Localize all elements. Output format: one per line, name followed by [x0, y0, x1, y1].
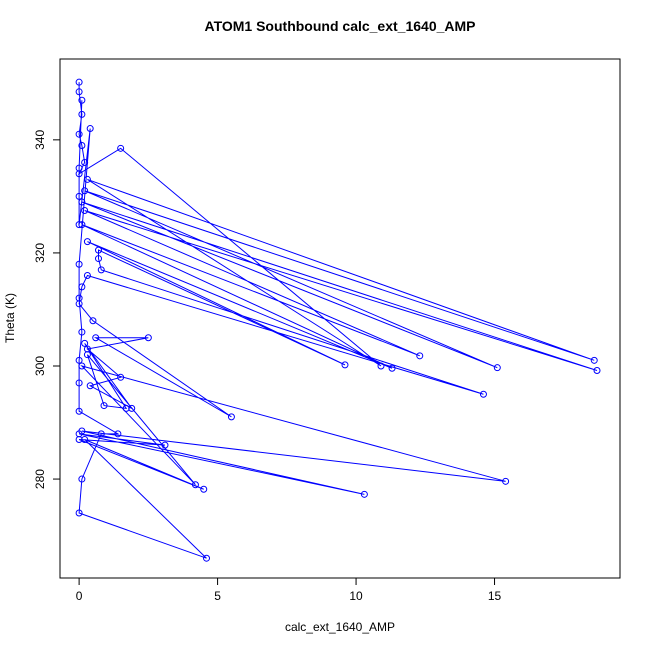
data-point	[92, 334, 100, 342]
data-point	[83, 238, 91, 246]
data-point	[227, 413, 235, 421]
data-point	[493, 364, 501, 372]
data-point	[81, 339, 89, 347]
data-point	[75, 260, 83, 268]
y-tick-label: 300	[33, 356, 47, 376]
data-point	[83, 175, 91, 183]
data-point	[100, 402, 108, 410]
data-point	[78, 283, 86, 291]
y-tick-label: 320	[33, 243, 47, 263]
data-point	[78, 362, 86, 370]
data-point	[144, 334, 152, 342]
data-point	[78, 475, 86, 483]
data-point	[81, 435, 89, 443]
data-point	[593, 367, 601, 375]
data-point	[75, 192, 83, 200]
data-point	[75, 294, 83, 302]
x-tick-label: 15	[488, 589, 502, 603]
x-tick-label: 0	[76, 589, 83, 603]
chart-title: ATOM1 Southbound calc_ext_1640_AMP	[205, 18, 476, 34]
data-point	[416, 352, 424, 360]
plot-frame	[59, 58, 621, 579]
data-point	[78, 198, 86, 206]
data-point	[388, 364, 396, 372]
y-tick-label: 280	[33, 469, 47, 489]
data-point	[191, 481, 199, 489]
data-point	[75, 221, 83, 229]
data-point	[83, 272, 91, 280]
data-point	[94, 255, 102, 263]
data-point	[114, 430, 122, 438]
data-point	[78, 221, 86, 229]
data-point	[81, 187, 89, 195]
data-point	[75, 88, 83, 96]
data-point	[89, 317, 97, 325]
data-point	[75, 78, 83, 86]
data-point	[75, 407, 83, 415]
data-point	[479, 390, 487, 398]
data-point	[200, 485, 208, 493]
data-point	[203, 554, 211, 562]
data-point	[75, 164, 83, 172]
x-tick-label: 10	[349, 589, 363, 603]
data-point	[86, 382, 94, 390]
data-point	[377, 362, 385, 370]
data-point	[341, 361, 349, 369]
data-point	[78, 142, 86, 149]
data-point	[75, 509, 83, 517]
x-tick-label: 5	[214, 589, 221, 603]
data-point	[83, 351, 91, 359]
data-point	[590, 356, 598, 364]
data-point	[78, 110, 86, 118]
data-line	[77, 82, 598, 559]
data-point	[117, 373, 125, 381]
data-point	[161, 441, 169, 449]
data-point	[97, 266, 105, 274]
x-axis-label: calc_ext_1640_AMP	[285, 620, 395, 634]
data-point	[81, 158, 89, 166]
data-point	[502, 477, 510, 485]
data-point	[122, 404, 130, 412]
y-tick-label: 340	[33, 130, 47, 150]
data-point	[75, 356, 83, 364]
data-point	[117, 144, 125, 152]
data-point	[75, 130, 83, 138]
data-point	[97, 430, 105, 438]
data-point	[86, 125, 94, 133]
data-point	[94, 246, 102, 254]
y-axis-label: Theta (K)	[3, 293, 17, 343]
data-point	[78, 328, 86, 336]
data-point	[75, 379, 83, 387]
data-point	[81, 207, 89, 215]
data-point	[78, 96, 86, 104]
data-point	[360, 490, 368, 498]
